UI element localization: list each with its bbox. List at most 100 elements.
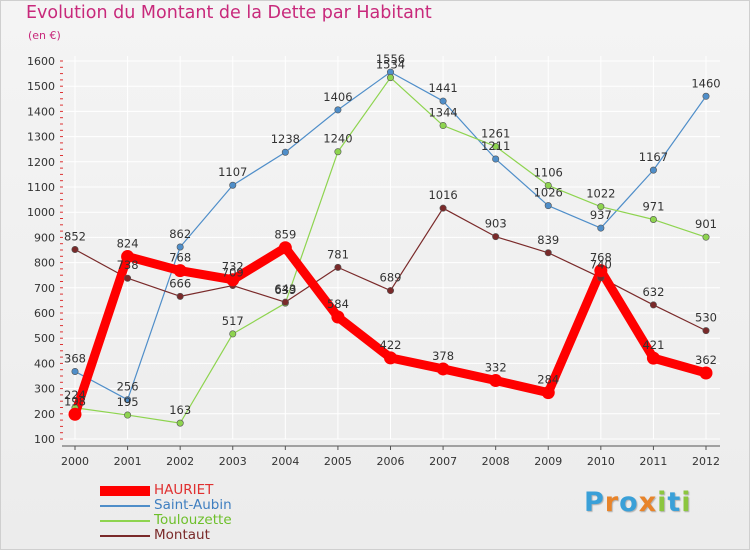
data-label-hauriet: 378 (432, 349, 454, 363)
x-tick-label: 2002 (166, 455, 194, 468)
legend-label-toulouzette: Toulouzette (154, 512, 232, 528)
data-point-toulouzette (544, 181, 552, 189)
proxiti-logo: Proxiti (584, 487, 692, 518)
data-label-montaut: 740 (590, 258, 612, 272)
legend: HAURIET Saint-Aubin Toulouzette Montaut (100, 483, 320, 544)
data-point-hauriet (489, 374, 503, 388)
data-label-montaut: 709 (222, 266, 244, 280)
data-point-montaut (71, 245, 79, 253)
data-point-toulouzette (229, 330, 237, 338)
y-tick-label: 1300 (27, 131, 55, 144)
data-point-saint-aubin (439, 97, 447, 105)
y-tick-label: 300 (34, 383, 55, 396)
data-label-toulouzette: 224 (64, 388, 86, 402)
data-point-hauriet (541, 386, 555, 400)
data-label-montaut: 1016 (428, 188, 457, 202)
data-point-hauriet (594, 264, 608, 278)
data-point-hauriet (331, 310, 345, 324)
legend-label-montaut: Montaut (154, 527, 210, 543)
x-tick-label: 2012 (692, 455, 720, 468)
data-label-hauriet: 284 (537, 373, 559, 387)
data-point-hauriet (121, 250, 135, 264)
data-point-toulouzette (702, 233, 710, 241)
data-label-saint-aubin: 256 (117, 380, 139, 394)
data-point-montaut (124, 274, 132, 282)
x-tick-label: 2008 (482, 455, 510, 468)
data-label-hauriet: 768 (590, 251, 612, 265)
data-point-saint-aubin (124, 396, 132, 404)
data-point-saint-aubin (702, 92, 710, 100)
data-point-toulouzette (597, 203, 605, 211)
x-tick-label: 2011 (639, 455, 667, 468)
data-label-hauriet: 362 (695, 353, 717, 367)
data-point-montaut (281, 298, 289, 306)
data-label-saint-aubin: 368 (64, 351, 86, 365)
x-tick-label: 2006 (377, 455, 405, 468)
legend-swatch-toulouzette (100, 514, 150, 529)
legend-item-montaut: Montaut (100, 527, 320, 544)
y-tick-label: 400 (34, 357, 55, 370)
x-tick-label: 2000 (61, 455, 89, 468)
data-label-montaut: 530 (695, 311, 717, 325)
data-point-saint-aubin (176, 243, 184, 251)
data-label-saint-aubin: 1211 (481, 139, 510, 153)
data-point-montaut (386, 287, 394, 295)
data-point-hauriet (646, 351, 660, 365)
data-point-hauriet (226, 273, 240, 287)
x-tick-label: 2005 (324, 455, 352, 468)
data-label-montaut: 738 (117, 258, 139, 272)
x-tick-label: 2003 (219, 455, 247, 468)
data-label-hauriet: 768 (169, 251, 191, 265)
data-point-saint-aubin (334, 106, 342, 114)
data-label-saint-aubin: 1238 (271, 132, 300, 146)
data-point-toulouzette (649, 216, 657, 224)
data-label-montaut: 852 (64, 229, 86, 243)
data-label-hauriet: 198 (64, 394, 86, 408)
data-point-saint-aubin (229, 181, 237, 189)
data-label-toulouzette: 1022 (586, 187, 615, 201)
data-label-saint-aubin: 1107 (218, 165, 247, 179)
data-label-toulouzette: 1106 (534, 165, 563, 179)
data-label-toulouzette: 195 (117, 395, 139, 409)
y-tick-label: 1000 (27, 206, 55, 219)
legend-swatch-hauriet (100, 484, 150, 499)
data-label-montaut: 781 (327, 247, 349, 261)
data-point-montaut (544, 249, 552, 257)
data-point-toulouzette (386, 74, 394, 82)
data-point-montaut (492, 233, 500, 241)
data-label-saint-aubin: 1167 (639, 150, 668, 164)
y-tick-label: 900 (34, 231, 55, 244)
data-label-saint-aubin: 937 (590, 208, 612, 222)
data-label-hauriet: 824 (117, 237, 139, 251)
data-label-toulouzette: 1261 (481, 126, 510, 140)
data-point-hauriet (384, 351, 397, 365)
data-label-hauriet: 422 (380, 338, 402, 352)
data-point-saint-aubin (281, 148, 289, 156)
data-label-hauriet: 732 (222, 260, 244, 274)
y-tick-label: 200 (34, 408, 55, 421)
data-point-toulouzette (334, 148, 342, 156)
data-label-toulouzette: 901 (695, 217, 717, 231)
data-point-toulouzette (124, 411, 132, 419)
logo-letter: r (604, 487, 620, 518)
data-label-saint-aubin: 1026 (534, 186, 563, 200)
legend-swatch-saint-aubin (100, 499, 150, 514)
data-label-toulouzette: 163 (169, 403, 191, 417)
data-label-montaut: 643 (274, 282, 296, 296)
x-tick-label: 2007 (429, 455, 457, 468)
data-point-saint-aubin (544, 202, 552, 210)
logo-letter: o (619, 487, 639, 518)
y-tick-label: 500 (34, 332, 55, 345)
data-label-saint-aubin: 1441 (428, 81, 457, 95)
logo-letter: i (657, 487, 668, 518)
data-point-montaut (702, 327, 710, 335)
data-point-saint-aubin (597, 224, 605, 232)
data-label-hauriet: 584 (327, 297, 349, 311)
logo-letter: t (667, 487, 682, 518)
data-label-montaut: 839 (537, 233, 559, 247)
data-point-montaut (334, 263, 342, 271)
data-label-toulouzette: 639 (274, 283, 296, 297)
y-tick-label: 100 (34, 433, 55, 446)
data-point-toulouzette (492, 142, 500, 150)
